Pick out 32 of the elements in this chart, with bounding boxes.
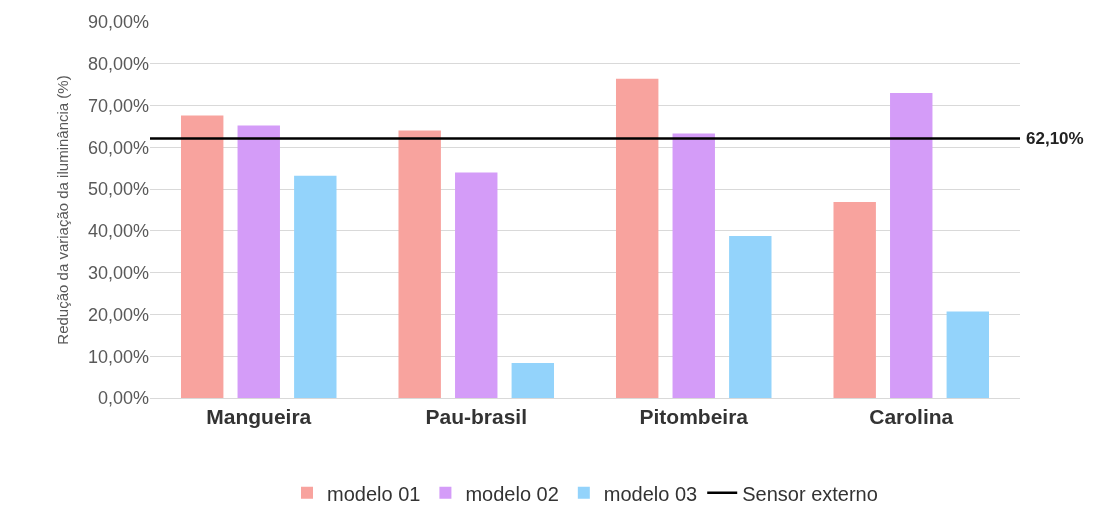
bar	[833, 202, 876, 398]
x-tick-label: Carolina	[869, 405, 954, 429]
y-tick-label: 90,00%	[87, 12, 149, 33]
bar	[237, 125, 280, 398]
y-tick-label: 50,00%	[87, 179, 149, 200]
legend-label: Sensor externo	[742, 482, 878, 505]
bar	[180, 115, 224, 398]
y-tick-label: 40,00%	[87, 221, 149, 242]
y-tick-label: 30,00%	[87, 262, 149, 283]
bar	[615, 78, 659, 398]
x-tick-label: Mangueira	[206, 405, 312, 429]
legend-label: modelo 01	[327, 482, 421, 505]
y-tick-label: 60,00%	[87, 137, 149, 158]
y-tick-label: 70,00%	[87, 95, 149, 116]
y-tick-label: 10,00%	[87, 346, 149, 367]
y-tick-label: 80,00%	[87, 54, 149, 75]
legend-label: modelo 02	[465, 482, 559, 505]
bar	[946, 311, 990, 398]
bar	[294, 175, 337, 398]
bar	[398, 130, 441, 398]
legend-label: modelo 03	[603, 482, 698, 505]
bar	[511, 362, 555, 398]
y-tick-label: 0,00%	[97, 388, 149, 409]
x-tick-label: Pau-brasil	[425, 405, 528, 429]
y-axis-title: Redução da variação da iluminância (%)	[54, 75, 72, 345]
text: 62,10%	[1026, 129, 1084, 148]
bar	[672, 133, 715, 398]
y-tick-label: 20,00%	[87, 304, 149, 325]
bar	[455, 172, 498, 398]
x-tick-label: Pitombeira	[639, 405, 749, 429]
bar	[729, 235, 772, 398]
bar	[890, 93, 933, 398]
